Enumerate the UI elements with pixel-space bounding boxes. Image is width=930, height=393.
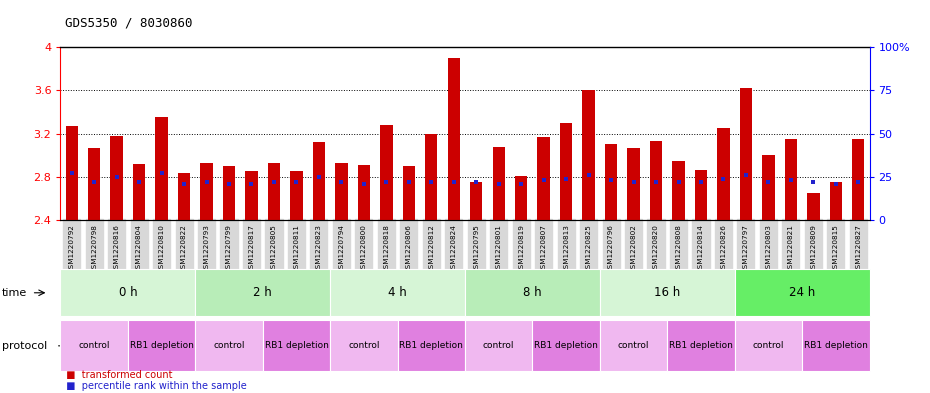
Point <box>738 172 753 178</box>
Text: RB1 depletion: RB1 depletion <box>399 342 463 350</box>
Text: RB1 depletion: RB1 depletion <box>534 342 598 350</box>
Bar <box>155 118 167 220</box>
Text: 8 h: 8 h <box>523 286 542 299</box>
Bar <box>335 163 348 220</box>
Bar <box>178 173 191 220</box>
Point <box>132 179 147 185</box>
Point <box>581 172 596 178</box>
Bar <box>852 139 865 220</box>
Point <box>694 179 709 185</box>
Point <box>267 179 282 185</box>
Bar <box>807 193 819 220</box>
Point <box>446 179 461 185</box>
Bar <box>268 163 280 220</box>
Text: control: control <box>213 342 245 350</box>
Point <box>154 170 169 176</box>
Bar <box>493 147 505 220</box>
Bar <box>604 145 618 220</box>
Text: RB1 depletion: RB1 depletion <box>264 342 328 350</box>
Bar <box>695 171 707 220</box>
Point <box>289 179 304 185</box>
Point <box>312 174 326 180</box>
Point <box>86 179 101 185</box>
Point <box>671 179 686 185</box>
Point <box>177 181 192 187</box>
Text: control: control <box>618 342 649 350</box>
Text: GDS5350 / 8030860: GDS5350 / 8030860 <box>65 17 193 29</box>
Text: ■  percentile rank within the sample: ■ percentile rank within the sample <box>60 381 247 391</box>
Point <box>221 181 236 187</box>
Bar <box>200 163 213 220</box>
Point <box>334 179 349 185</box>
Bar <box>358 165 370 220</box>
Text: RB1 depletion: RB1 depletion <box>669 342 733 350</box>
Bar <box>133 164 145 220</box>
Point <box>829 181 844 187</box>
Text: RB1 depletion: RB1 depletion <box>129 342 193 350</box>
Bar <box>447 58 460 220</box>
Bar <box>538 137 550 220</box>
Point <box>513 181 528 187</box>
Bar <box>515 176 527 220</box>
Point <box>851 179 866 185</box>
Point <box>626 179 641 185</box>
Bar <box>628 148 640 220</box>
Text: control: control <box>483 342 514 350</box>
Bar <box>785 139 797 220</box>
Point <box>469 179 484 185</box>
Text: RB1 depletion: RB1 depletion <box>804 342 868 350</box>
Point <box>806 179 821 185</box>
Bar <box>560 123 572 220</box>
Point <box>244 181 259 187</box>
Bar <box>312 142 326 220</box>
Point <box>648 179 663 185</box>
Bar <box>380 125 392 220</box>
Text: protocol: protocol <box>2 341 47 351</box>
Point <box>559 175 574 182</box>
Point <box>379 179 393 185</box>
Bar <box>717 128 730 220</box>
Bar <box>650 141 662 220</box>
Bar <box>470 182 483 220</box>
Point <box>356 181 371 187</box>
Text: 2 h: 2 h <box>253 286 272 299</box>
Text: 4 h: 4 h <box>388 286 407 299</box>
Text: time: time <box>2 288 27 298</box>
Bar <box>111 136 123 220</box>
Point <box>199 179 214 185</box>
Text: control: control <box>348 342 379 350</box>
Point <box>491 181 506 187</box>
Bar <box>763 155 775 220</box>
Point <box>783 177 798 184</box>
Bar <box>403 166 415 220</box>
Bar <box>830 182 842 220</box>
Text: ■  transformed count: ■ transformed count <box>60 370 173 380</box>
Text: 16 h: 16 h <box>654 286 681 299</box>
Point <box>761 179 776 185</box>
Text: 24 h: 24 h <box>789 286 816 299</box>
Bar <box>223 166 235 220</box>
Bar <box>290 171 302 220</box>
Point <box>402 179 417 185</box>
Text: control: control <box>752 342 784 350</box>
Bar <box>246 171 258 220</box>
Point <box>424 179 439 185</box>
Text: 0 h: 0 h <box>118 286 138 299</box>
Bar <box>672 161 684 220</box>
Point <box>109 174 124 180</box>
Point <box>64 170 79 176</box>
Text: control: control <box>78 342 110 350</box>
Bar <box>65 126 78 220</box>
Bar <box>88 148 100 220</box>
Bar <box>739 88 752 220</box>
Point <box>537 177 551 184</box>
Bar <box>425 134 437 220</box>
Bar <box>582 90 595 220</box>
Point <box>716 175 731 182</box>
Point <box>604 177 618 184</box>
